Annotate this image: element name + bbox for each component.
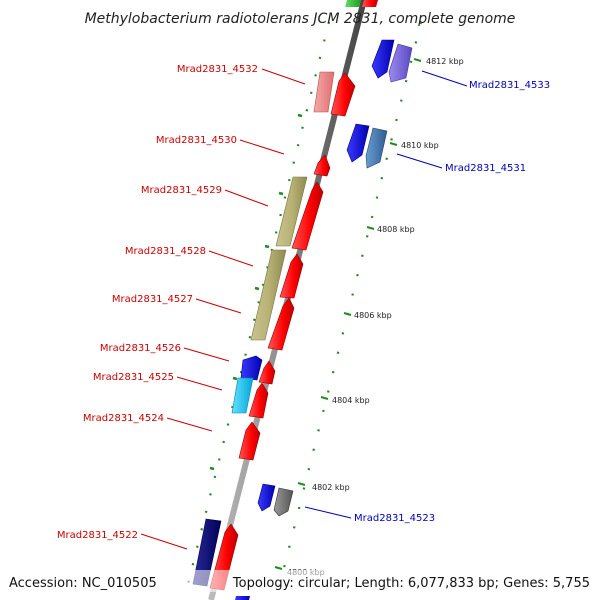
leader-line — [396, 153, 443, 169]
gene-label-forward[interactable]: Mrad2831_4528 — [125, 246, 206, 257]
gene-label-forward[interactable]: Mrad2831_4526 — [100, 343, 181, 354]
reverse-gene-arrow[interactable] — [388, 43, 413, 83]
forward-gene-arrow[interactable] — [238, 421, 261, 461]
forward-gene-arrow[interactable] — [235, 596, 250, 600]
forward-gene-arrow[interactable] — [240, 355, 263, 381]
reverse-gene-arrow[interactable] — [371, 39, 395, 79]
leader-line — [239, 139, 285, 155]
left-leader-lines — [140, 68, 306, 550]
forward-gene-arrow[interactable] — [275, 176, 308, 247]
tick-mark — [413, 58, 422, 62]
forward-gene-arrow[interactable] — [279, 253, 304, 299]
forward-gene-arrow[interactable] — [231, 377, 254, 414]
forward-gene-arrow[interactable] — [313, 154, 331, 177]
accession-text: Accession: NC_010505 — [9, 576, 157, 591]
reverse-gene-arrow[interactable] — [365, 127, 388, 169]
gc-mark — [264, 244, 270, 249]
forward-gene-arrow[interactable] — [248, 382, 269, 419]
leader-line — [208, 250, 254, 267]
reverse-gene-arrow[interactable] — [346, 123, 370, 163]
tick-mark — [320, 396, 329, 400]
gene-label-reverse[interactable]: Mrad2831_4533 — [469, 80, 550, 91]
dotted-track-left — [184, 21, 331, 593]
gc-mark — [232, 376, 238, 381]
forward-gene-arrow[interactable] — [258, 360, 276, 385]
tick-mark — [343, 312, 352, 316]
gene-label-forward[interactable]: Mrad2831_4527 — [112, 294, 193, 305]
leader-line — [224, 189, 269, 207]
leader-line — [176, 376, 223, 391]
genome-summary-text: Topology: circular; Length: 6,077,833 bp… — [232, 576, 590, 591]
gene-label-forward[interactable]: Mrad2831_4532 — [177, 64, 258, 75]
forward-gene-arrow[interactable] — [330, 72, 356, 117]
gc-marks — [209, 113, 303, 471]
leader-line — [195, 298, 242, 314]
scale-tick-label: 4810 kbp — [401, 141, 439, 150]
scale-tick-marks — [274, 58, 422, 570]
footer-backdrop — [0, 570, 600, 592]
leader-line — [183, 347, 230, 362]
scale-tick-label: 4808 kbp — [377, 225, 415, 234]
gc-mark — [278, 191, 284, 196]
gene-label-reverse[interactable]: Mrad2831_4523 — [354, 513, 435, 524]
forward-gene-arrow[interactable] — [250, 249, 287, 341]
dotted-track-right — [276, 21, 423, 593]
scale-tick-label: 4802 kbp — [312, 483, 350, 492]
leader-line — [304, 506, 352, 519]
right-leader-lines — [304, 70, 468, 519]
gc-mark — [297, 113, 303, 118]
forward-gene-arrow[interactable] — [362, 0, 378, 7]
gene-label-forward[interactable]: Mrad2831_4525 — [93, 372, 174, 383]
scale-tick-label: 4804 kbp — [332, 396, 370, 405]
gene-label-forward[interactable]: Mrad2831_4522 — [57, 530, 138, 541]
tick-mark — [274, 566, 283, 570]
scale-tick-label: 4812 kbp — [426, 57, 464, 66]
leader-line — [421, 70, 468, 87]
forward-gene-arrow[interactable] — [267, 297, 295, 351]
gene-label-forward[interactable]: Mrad2831_4524 — [83, 413, 164, 424]
reverse-gene-arrow[interactable] — [273, 487, 294, 517]
tick-mark — [297, 482, 306, 486]
gene-label-forward[interactable]: Mrad2831_4530 — [156, 135, 237, 146]
genome-title: Methylobacterium radiotolerans JCM 2831,… — [85, 11, 516, 27]
reverse-gene-arrow[interactable] — [257, 483, 276, 512]
forward-gene-arrow[interactable] — [291, 181, 324, 251]
gc-mark — [254, 286, 260, 291]
leader-line — [261, 68, 306, 85]
forward-gene-arrow[interactable] — [345, 0, 361, 7]
scale-tick-label: 4806 kbp — [354, 311, 392, 320]
tick-mark — [366, 226, 375, 230]
gene-label-reverse[interactable]: Mrad2831_4531 — [445, 163, 526, 174]
gc-mark — [209, 466, 215, 471]
leader-line — [166, 417, 213, 432]
tick-mark — [389, 142, 398, 146]
forward-gene-arrow[interactable] — [313, 71, 335, 113]
leader-line — [140, 533, 188, 550]
gene-label-forward[interactable]: Mrad2831_4529 — [141, 185, 222, 196]
